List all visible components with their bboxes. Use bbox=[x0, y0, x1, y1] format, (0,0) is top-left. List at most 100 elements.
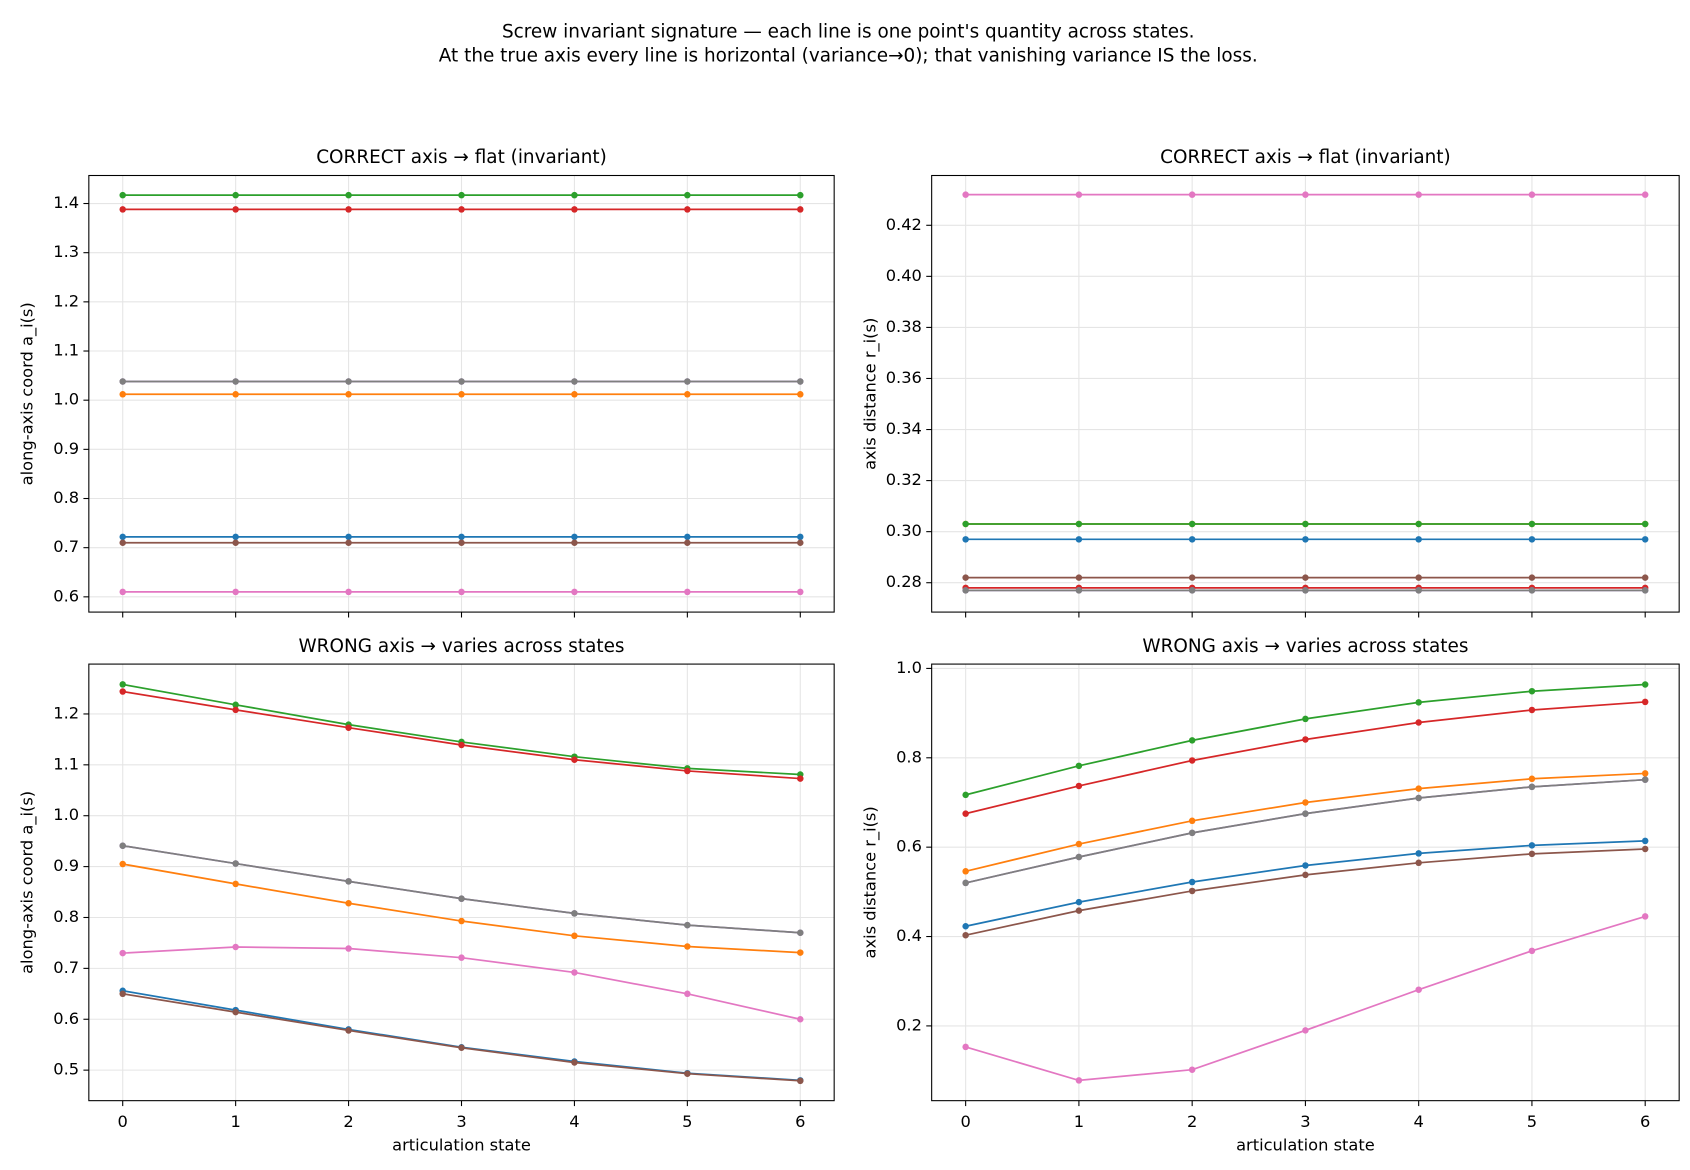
point bbox=[1528, 520, 1536, 528]
point bbox=[1528, 687, 1536, 695]
point bbox=[797, 929, 804, 936]
point bbox=[684, 391, 691, 398]
y-tick-label: 1.0 bbox=[896, 658, 922, 677]
point bbox=[345, 206, 352, 213]
point bbox=[458, 895, 465, 902]
point bbox=[1302, 536, 1309, 543]
point bbox=[962, 810, 969, 817]
point bbox=[684, 378, 691, 385]
point bbox=[1641, 587, 1649, 594]
point bbox=[1075, 762, 1083, 770]
y-tick-label: 0.6 bbox=[53, 1009, 79, 1028]
y-tick-label: 0.7 bbox=[53, 537, 79, 556]
y-tick-label: 0.32 bbox=[886, 470, 922, 489]
point bbox=[232, 701, 239, 709]
point bbox=[1641, 191, 1649, 198]
point bbox=[1188, 587, 1196, 594]
point bbox=[345, 899, 352, 907]
point bbox=[1641, 913, 1649, 920]
y-tick-label: 0.5 bbox=[53, 1060, 79, 1079]
point bbox=[1415, 986, 1422, 993]
point bbox=[1302, 715, 1309, 723]
y-tick-label: 0.4 bbox=[896, 926, 922, 945]
point bbox=[345, 391, 352, 398]
point bbox=[1302, 799, 1309, 806]
y-tick-label: 1.4 bbox=[53, 193, 79, 212]
point bbox=[571, 1059, 578, 1066]
point bbox=[684, 206, 691, 213]
point bbox=[119, 539, 126, 547]
point bbox=[571, 910, 578, 917]
point bbox=[458, 533, 465, 541]
point bbox=[458, 191, 465, 199]
x-tick-label: 6 bbox=[1640, 1112, 1650, 1131]
point bbox=[1302, 810, 1309, 817]
point bbox=[1528, 191, 1536, 198]
axes-title: CORRECT axis → flat (invariant) bbox=[1160, 147, 1451, 168]
point bbox=[684, 990, 691, 998]
y-axis-label: axis distance r_i(s) bbox=[861, 806, 881, 958]
point bbox=[1641, 574, 1649, 581]
point bbox=[119, 378, 126, 385]
point bbox=[232, 943, 239, 951]
point bbox=[797, 1016, 804, 1023]
y-tick-label: 0.6 bbox=[53, 586, 79, 605]
y-tick-label: 0.8 bbox=[53, 488, 79, 507]
point bbox=[684, 921, 691, 929]
point bbox=[1528, 706, 1536, 714]
point bbox=[684, 588, 691, 596]
y-tick-label: 1.0 bbox=[53, 390, 79, 409]
x-tick-label: 4 bbox=[1414, 1112, 1424, 1131]
point bbox=[1302, 871, 1309, 879]
point bbox=[1188, 520, 1196, 528]
y-tick-label: 0.6 bbox=[896, 837, 922, 856]
point bbox=[119, 588, 126, 596]
point bbox=[797, 1077, 804, 1085]
y-tick-label: 0.36 bbox=[886, 368, 922, 387]
point bbox=[1302, 862, 1309, 869]
point bbox=[571, 756, 578, 763]
point bbox=[232, 880, 239, 888]
point bbox=[119, 681, 126, 688]
point bbox=[458, 539, 465, 547]
point bbox=[458, 378, 465, 385]
x-axis-label: articulation state bbox=[1236, 1136, 1375, 1155]
point bbox=[1528, 842, 1536, 849]
point bbox=[345, 378, 352, 385]
y-tick-label: 1.2 bbox=[53, 703, 79, 722]
x-tick-label: 5 bbox=[1527, 1112, 1537, 1131]
point bbox=[1075, 907, 1083, 914]
y-tick-label: 0.8 bbox=[53, 907, 79, 926]
point bbox=[232, 206, 239, 213]
point bbox=[797, 949, 804, 956]
point bbox=[797, 206, 804, 213]
point bbox=[962, 931, 969, 939]
point bbox=[458, 206, 465, 213]
point bbox=[1415, 574, 1422, 581]
point bbox=[232, 391, 239, 398]
y-tick-label: 0.8 bbox=[896, 747, 922, 766]
figure-title: At the true axis every line is horizonta… bbox=[439, 45, 1258, 66]
point bbox=[119, 688, 126, 695]
point bbox=[119, 391, 126, 398]
point bbox=[1641, 520, 1649, 528]
point bbox=[1415, 536, 1422, 543]
point bbox=[1188, 757, 1196, 764]
point bbox=[962, 574, 969, 581]
point bbox=[962, 923, 969, 930]
point bbox=[1641, 681, 1649, 688]
point bbox=[458, 588, 465, 596]
point bbox=[962, 791, 969, 799]
y-tick-label: 0.7 bbox=[53, 958, 79, 977]
point bbox=[1075, 853, 1083, 861]
point bbox=[571, 588, 578, 596]
point bbox=[1528, 574, 1536, 581]
point bbox=[1075, 1077, 1083, 1084]
point bbox=[458, 1044, 465, 1051]
x-tick-label: 4 bbox=[569, 1112, 579, 1131]
y-tick-label: 1.3 bbox=[53, 242, 79, 261]
point bbox=[119, 860, 126, 868]
point bbox=[684, 533, 691, 541]
point bbox=[797, 775, 804, 782]
point bbox=[232, 588, 239, 596]
